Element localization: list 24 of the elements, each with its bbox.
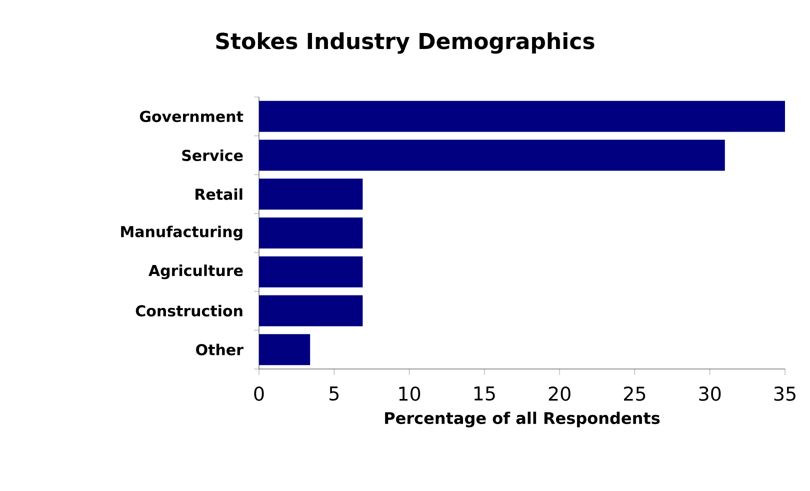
x-axis-title: Percentage of all Respondents bbox=[385, 412, 660, 428]
bar bbox=[259, 256, 363, 288]
x-tick-label: 35 bbox=[774, 386, 796, 401]
bar bbox=[259, 295, 363, 326]
bar bbox=[259, 218, 363, 249]
x-tick-label: 10 bbox=[399, 386, 420, 401]
y-tick-label: Retail bbox=[196, 188, 242, 200]
x-tick-label: 20 bbox=[548, 386, 570, 401]
y-tick-label: Other bbox=[196, 344, 244, 356]
y-tick-label: Government bbox=[140, 110, 244, 122]
bar bbox=[259, 140, 725, 171]
y-tick-label: Manufacturing bbox=[121, 226, 242, 240]
chart-title: Stokes Industry Demographics bbox=[216, 32, 594, 54]
y-tick-label: Agriculture bbox=[148, 264, 243, 280]
bar bbox=[259, 334, 310, 366]
y-tick-label: Construction bbox=[136, 304, 242, 317]
x-tick-label: 0 bbox=[254, 386, 264, 401]
bar bbox=[259, 178, 363, 210]
x-tick-label: 30 bbox=[699, 386, 721, 401]
y-tick-label: Service bbox=[182, 149, 243, 162]
x-tick-label: 5 bbox=[330, 386, 339, 401]
x-tick-label: 25 bbox=[624, 386, 646, 401]
bar bbox=[259, 100, 786, 132]
x-tick-label: 15 bbox=[474, 386, 495, 401]
